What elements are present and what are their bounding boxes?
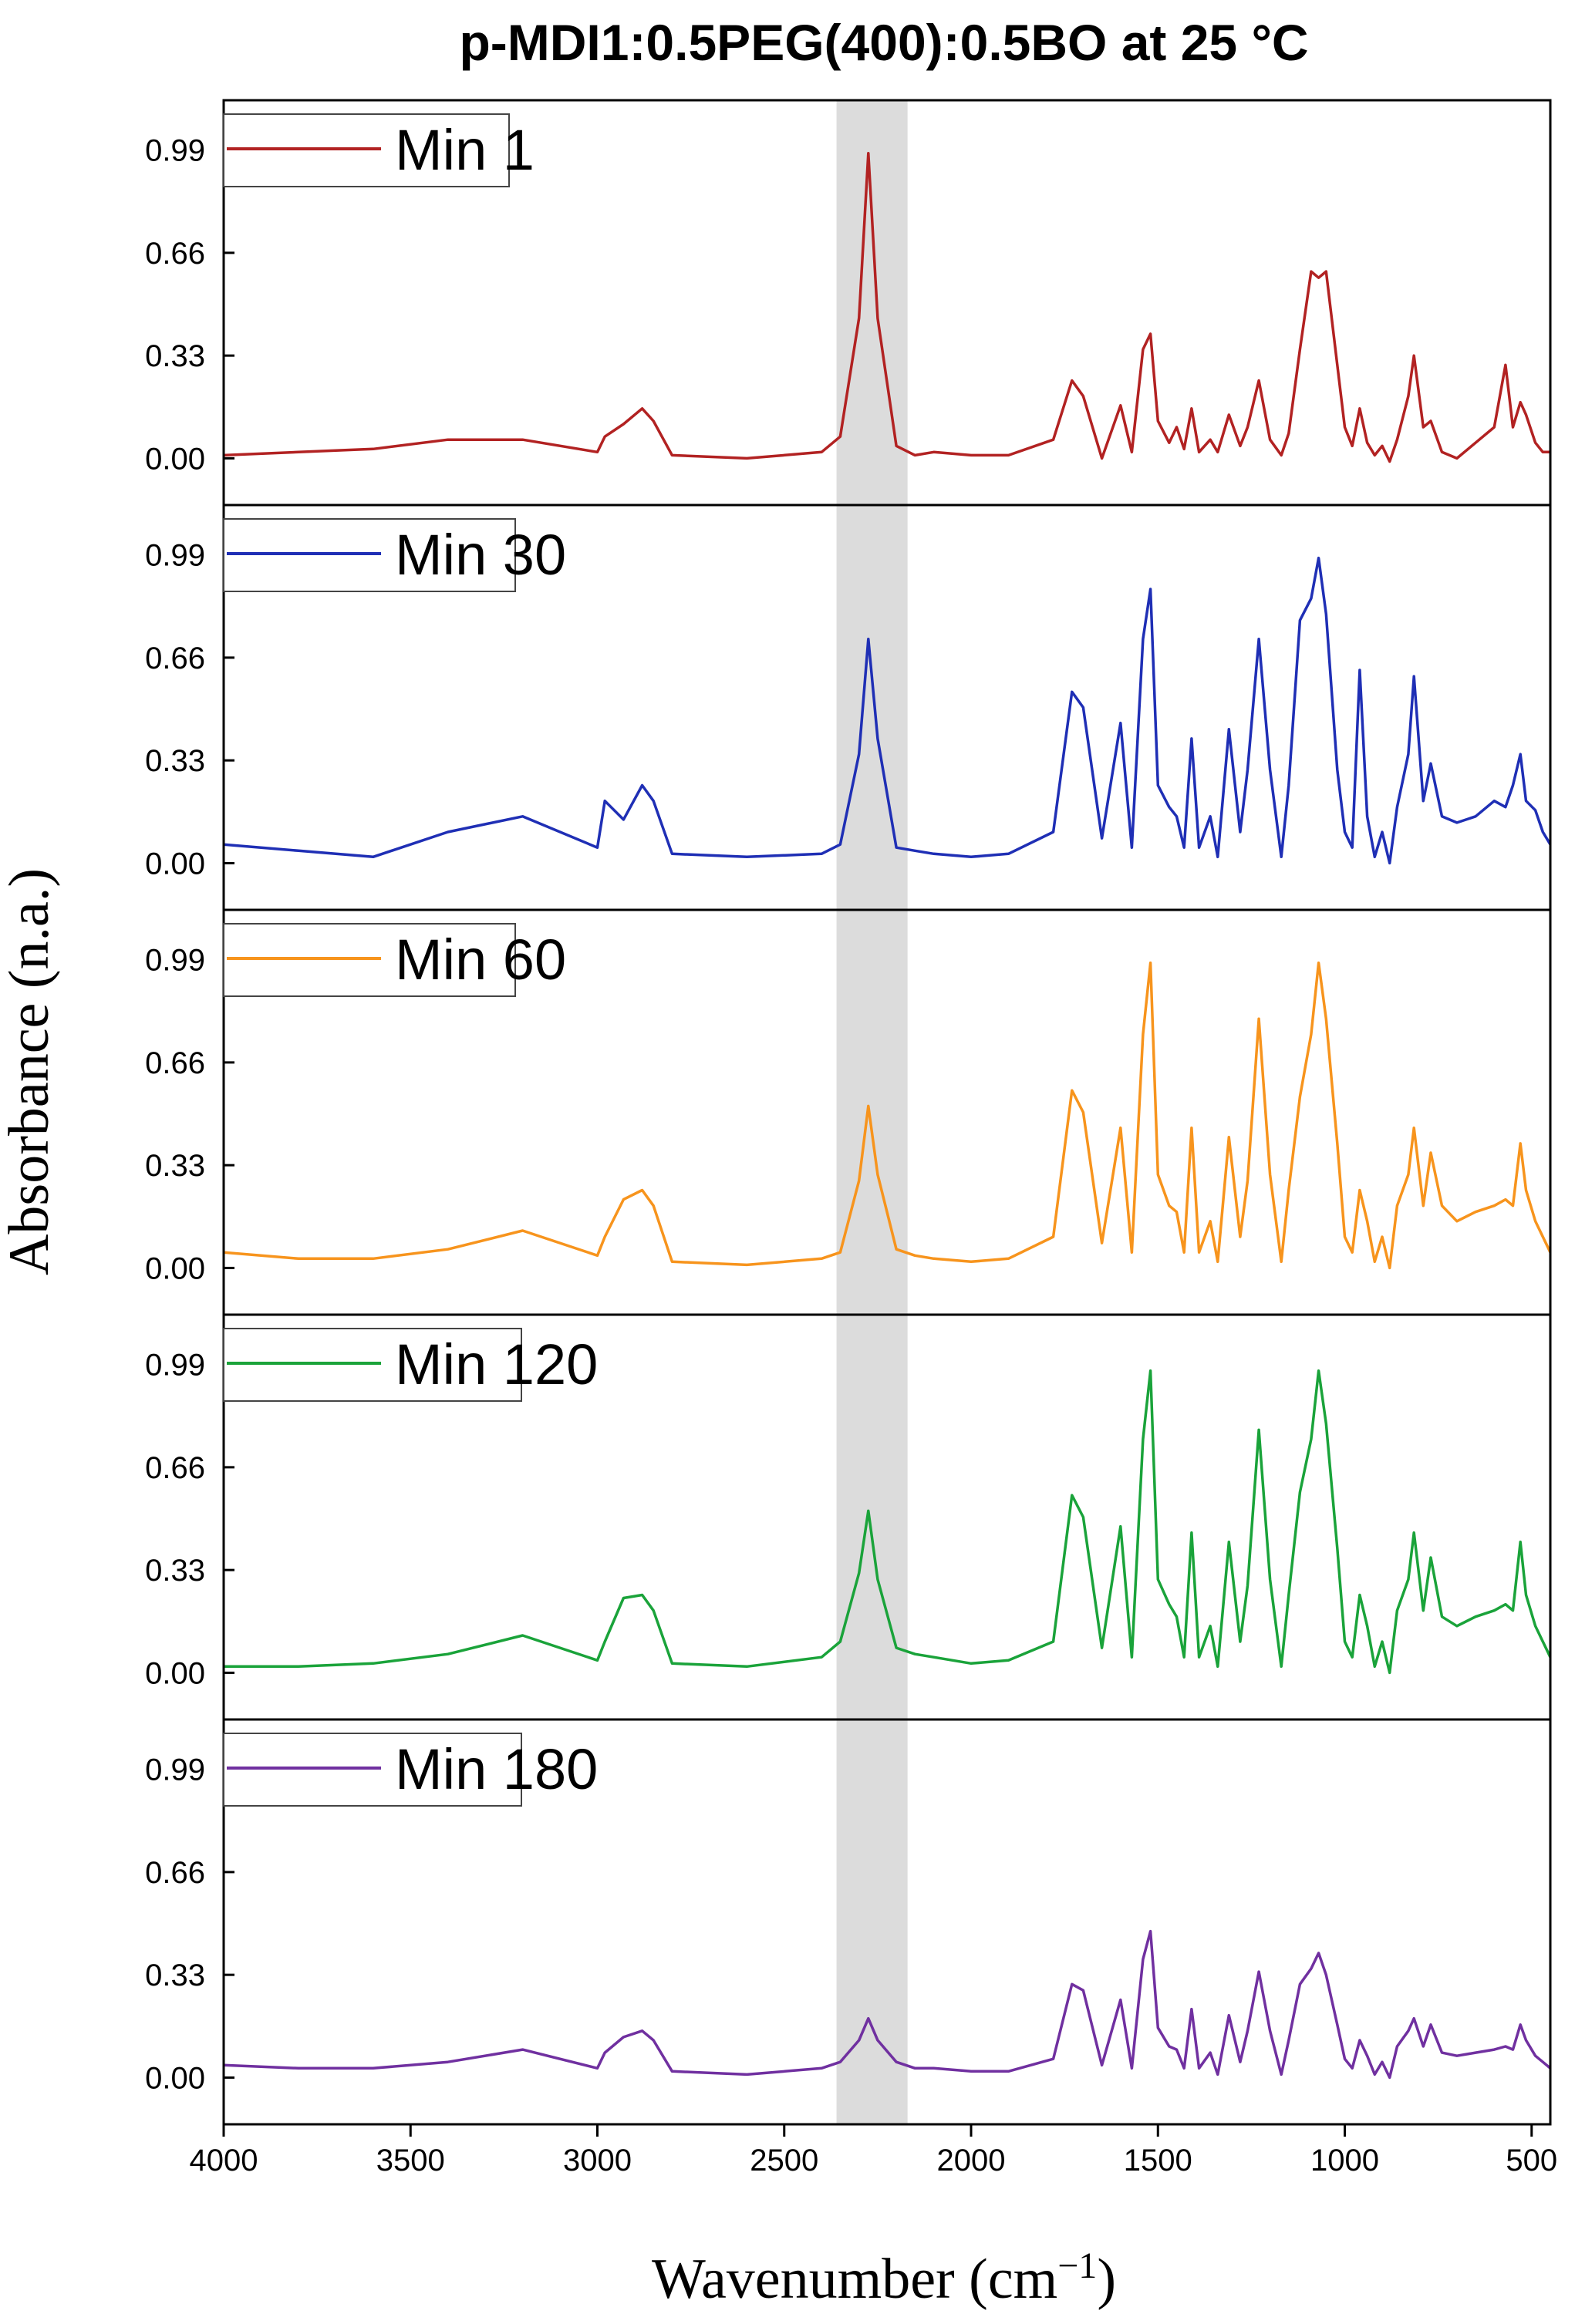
x-tick-label: 3500 bbox=[376, 2144, 445, 2177]
y-tick-label: 0.00 bbox=[145, 1251, 205, 1285]
x-tick-label: 3000 bbox=[563, 2144, 632, 2177]
x-axis: 4000 3500 3000 2500 2000 1500 1000 500 bbox=[190, 2124, 1557, 2177]
x-axis-title: Wavenumber (cm−1) bbox=[652, 2245, 1116, 2312]
panel-1: 0.00 0.33 0.66 0.99 Min 1 bbox=[145, 99, 1552, 507]
y-tick-label: 0.33 bbox=[145, 744, 205, 778]
y-tick-label: 0.99 bbox=[145, 1349, 205, 1383]
legend: Min 180 bbox=[223, 1733, 598, 1807]
series-line-2 bbox=[224, 556, 1550, 865]
x-tick-label: 2500 bbox=[750, 2144, 818, 2177]
series-line-4 bbox=[224, 1369, 1550, 1675]
x-tick-label: 1500 bbox=[1124, 2144, 1192, 2177]
panel-4: 0.00 0.33 0.66 0.99 Min 120 bbox=[145, 1313, 1552, 1721]
legend: Min 60 bbox=[223, 923, 566, 997]
y-tick-label: 0.00 bbox=[145, 442, 205, 476]
highlight-band bbox=[836, 505, 908, 910]
series-line-5 bbox=[224, 1929, 1550, 2080]
x-tick-label: 2000 bbox=[937, 2144, 1006, 2177]
highlight-band bbox=[836, 1719, 908, 2124]
highlight-band bbox=[836, 1315, 908, 1719]
series-line-3 bbox=[224, 961, 1550, 1270]
legend-label: Min 120 bbox=[395, 1332, 598, 1396]
panels-group: 0.00 0.33 0.66 0.99 Min 1 0.00 0.33 0.66 0.99 Min… bbox=[145, 99, 1552, 2126]
y-tick-label: 0.99 bbox=[145, 539, 205, 573]
y-tick-label: 0.66 bbox=[145, 237, 205, 271]
legend-label: Min 30 bbox=[395, 523, 566, 587]
panel-5: 0.00 0.33 0.66 0.99 Min 180 bbox=[145, 1718, 1552, 2126]
y-tick-label: 0.00 bbox=[145, 2061, 205, 2095]
x-axis-title-superscript: −1 bbox=[1057, 2245, 1097, 2286]
y-tick-label: 0.99 bbox=[145, 134, 205, 168]
y-tick-label: 0.33 bbox=[145, 1959, 205, 1992]
y-tick-label: 0.66 bbox=[145, 642, 205, 675]
x-tick-label: 4000 bbox=[190, 2144, 258, 2177]
panel-frame bbox=[222, 1718, 1552, 2126]
panel-2: 0.00 0.33 0.66 0.99 Min 30 bbox=[145, 504, 1552, 911]
panel-3: 0.00 0.33 0.66 0.99 Min 60 bbox=[145, 908, 1552, 1316]
highlight-band bbox=[836, 910, 908, 1315]
y-tick-label: 0.66 bbox=[145, 1856, 205, 1890]
y-tick-label: 0.99 bbox=[145, 944, 205, 978]
y-axis-title: Absorbance (n.a.) bbox=[0, 868, 61, 1275]
y-tick-label: 0.00 bbox=[145, 1656, 205, 1690]
y-tick-label: 0.66 bbox=[145, 1451, 205, 1485]
legend: Min 120 bbox=[223, 1328, 598, 1402]
legend: Min 1 bbox=[223, 113, 535, 187]
x-axis-title-close: ) bbox=[1097, 2248, 1116, 2311]
y-tick-label: 0.66 bbox=[145, 1046, 205, 1080]
y-tick-label: 0.33 bbox=[145, 339, 205, 373]
legend-label: Min 180 bbox=[395, 1737, 598, 1801]
x-tick-label: 500 bbox=[1506, 2144, 1557, 2177]
y-tick-label: 0.33 bbox=[145, 1554, 205, 1588]
y-tick-label: 0.00 bbox=[145, 847, 205, 881]
legend-label: Min 1 bbox=[395, 118, 535, 182]
y-tick-label: 0.33 bbox=[145, 1149, 205, 1183]
x-tick-label: 1000 bbox=[1310, 2144, 1379, 2177]
chart-title: p-MDI1:0.5PEG(400):0.5BO at 25 °C bbox=[459, 14, 1308, 71]
series-line-1 bbox=[224, 151, 1550, 463]
y-tick-label: 0.99 bbox=[145, 1753, 205, 1787]
x-axis-title-main: Wavenumber (cm bbox=[652, 2248, 1057, 2311]
legend: Min 30 bbox=[223, 518, 566, 592]
legend-label: Min 60 bbox=[395, 928, 566, 992]
